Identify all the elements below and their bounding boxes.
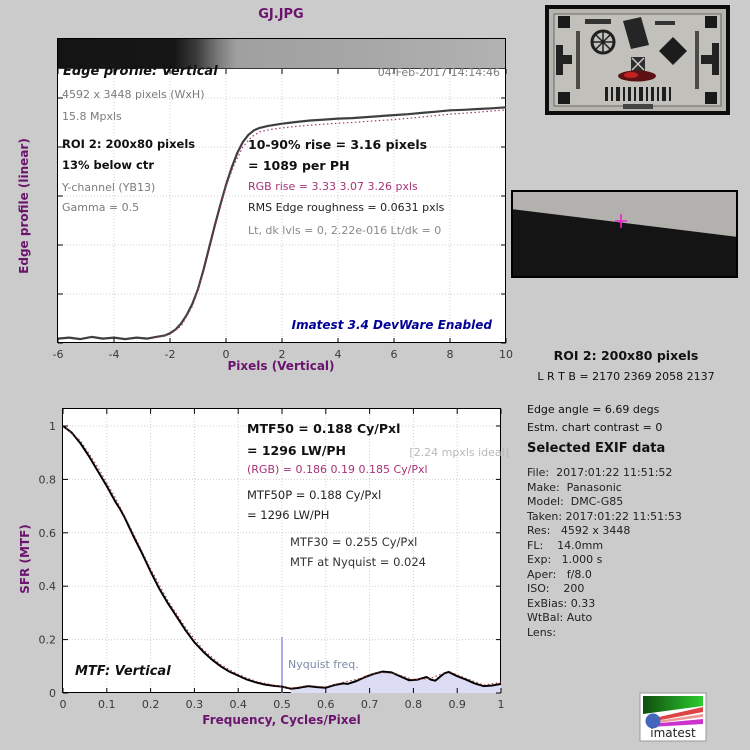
mtf-x-axis-label: Frequency, Cycles/Pixel [202,713,361,727]
exif-line: FL: 14.0mm [527,538,604,552]
light-dark-levels-text: Lt, dk lvls = 0, 2.22e-016 Lt/dk = 0 [248,224,442,237]
imatest-logo-graphic: imatest [639,692,707,742]
exif-line: Exp: 1.000 s [527,553,603,566]
exif-line: WtBal: Auto [527,611,593,624]
edge-roi-crop [511,190,738,278]
tick-label: 1 [498,698,505,711]
tick-label: 0.6 [317,698,335,711]
page-title: GJ.JPG [258,7,304,22]
tick-label: 0.7 [361,698,379,711]
roi-size-text: ROI 2: 200x80 pixels [62,137,196,151]
edge-gradient-bar [58,39,505,69]
exif-line: Model: DMC-G85 [527,495,624,508]
edge-roi-thumbnail [511,190,738,282]
mtf-curves: 0 0.1 0.2 0.3 0.4 0.5 0.6 0.7 0.8 0.9 1 0 0.2 0.4 0.6 0… [39,409,505,711]
gamma-text: Gamma = 0.5 [62,201,140,214]
exif-data-list: File: 2017:01:22 11:51:52 Make: Panasonic… [527,466,682,640]
mtf-corner-label: MTF: Vertical [75,664,171,679]
edge-x-axis-label: Pixels (Vertical) [227,359,335,373]
imatest-watermark: Imatest 3.4 DevWare Enabled [291,318,492,332]
tick-label: 0.5 [273,698,291,711]
tick-label: 0.2 [142,698,160,711]
exif-line: Lens: [527,625,557,639]
tick-label: 8 [447,348,454,361]
chart-contrast-text: Estm. chart contrast = 0 [527,421,663,434]
mtf50-value-text: MTF50 = 0.188 Cy/Pxl [247,421,401,436]
tick-label: 4 [335,348,342,361]
ideal-mpxls-text: [2.24 mpxls ideal] [409,446,509,459]
edge-profile-curves: -6 -4 -2 0 2 4 6 8 10 [53,69,513,361]
exif-section-title: Selected EXIF data [527,441,666,456]
roi-bounds-text: L R T B = 2170 2369 2058 2137 [537,370,715,383]
nyquist-freq-label: Nyquist freq. [288,658,359,671]
tick-label: -6 [53,348,64,361]
roi-center-marker-icon [615,214,627,228]
mtf-rgb-text: (RGB) = 0.186 0.19 0.185 Cy/Pxl [247,463,428,476]
tick-label: 0.4 [229,698,247,711]
edge-profile-plot: -6 -4 -2 0 2 4 6 8 10 [53,38,513,361]
tick-label: 6 [391,348,398,361]
channel-text: Y-channel (YB13) [62,181,156,194]
rise-per-ph-text: = 1089 per PH [248,158,350,173]
mtf30-value-text: MTF30 = 0.255 Cy/Pxl [290,535,418,549]
tick-label: 0 [223,348,230,361]
mtf50p-lwph-text: = 1296 LW/PH [247,508,330,522]
tick-label: 0 [49,687,56,700]
edge-y-axis-label: Edge profile (linear) [17,138,31,274]
exif-line: ExBias: 0.33 [527,596,596,610]
analysis-datetime: 04-Feb-2017 14:14:46 [377,66,500,79]
tick-label: 0.2 [39,634,57,647]
edge-plot-heading: Edge profile: Vertical [63,64,218,79]
test-chart-thumbnail [545,5,730,119]
tick-label: 0 [60,698,67,711]
rgb-rise-text: RGB rise = 3.33 3.07 3.26 pxls [248,180,418,193]
exif-line: Make: Panasonic [527,480,622,494]
tick-label: 0.8 [39,473,57,486]
imatest-logo-text: imatest [650,726,696,740]
mtf-nyquist-value-text: MTF at Nyquist = 0.024 [290,555,426,569]
tick-label: -4 [109,348,120,361]
tick-label: 10 [499,348,513,361]
roi-position-text: 13% below ctr [62,158,155,172]
exif-line: Res: 4592 x 3448 [527,524,631,537]
edge-angle-text: Edge angle = 6.69 degs [527,403,660,416]
exif-line: Taken: 2017:01:22 11:51:53 [527,509,682,523]
tick-label: 0.1 [98,698,116,711]
imatest-logo: imatest [639,692,707,745]
tick-label: 0.9 [448,698,466,711]
edge-roughness-text: RMS Edge roughness = 0.0631 pxls [248,201,445,214]
megapixels-text: 15.8 Mpxls [62,110,122,123]
tick-label: 0.6 [39,527,57,540]
mtf-y-axis-label: SFR (MTF) [18,524,32,594]
tick-label: 0.8 [405,698,423,711]
mtf-plot: 0 0.1 0.2 0.3 0.4 0.5 0.6 0.7 0.8 0.9 1 0 0.2 0.4 0.6 0… [39,408,505,711]
rise-value-text: 10-90% rise = 3.16 pixels [248,137,428,152]
tick-label: 1 [49,420,56,433]
exif-line: Aper: f/8.0 [527,567,592,581]
image-size-text: 4592 x 3448 pixels (WxH) [62,88,205,101]
tick-label: 0.3 [186,698,204,711]
roi-panel-title: ROI 2: 200x80 pixels [553,348,699,363]
exif-line: File: 2017:01:22 11:51:52 [527,466,673,479]
test-chart-photo [545,5,730,115]
tick-label: -2 [165,348,176,361]
mtf50p-value-text: MTF50P = 0.188 Cy/Pxl [247,488,382,502]
tick-label: 2 [279,348,286,361]
mtf50-lwph-text: = 1296 LW/PH [247,443,346,458]
exif-line: ISO: 200 [527,582,585,595]
tick-label: 0.4 [39,580,57,593]
